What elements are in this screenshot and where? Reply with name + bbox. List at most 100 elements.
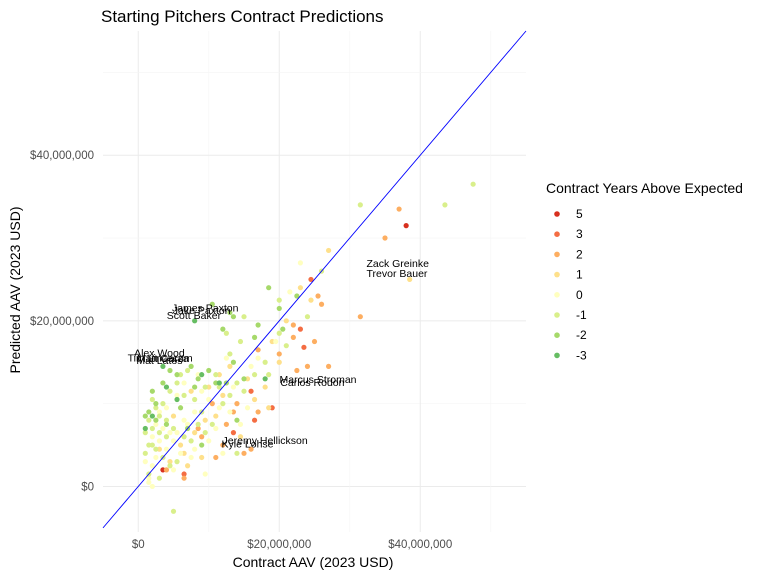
y-axis-title: Predicted AAV (2023 USD): [7, 206, 23, 373]
data-point: [262, 376, 268, 382]
data-point: [276, 351, 282, 357]
data-point: [170, 467, 177, 473]
data-point: [192, 318, 198, 324]
data-point: [156, 430, 162, 436]
data-point: [287, 289, 293, 295]
data-point: [188, 454, 194, 461]
data-point: [241, 314, 247, 320]
y-tick-label: $20,000,000: [30, 316, 94, 328]
point-label: Mat Latos: [136, 355, 182, 367]
data-point: [181, 475, 187, 481]
data-point: [149, 388, 155, 394]
data-point: [202, 384, 208, 390]
point-label: Jeremy Hellickson: [223, 435, 308, 447]
data-point: [283, 318, 289, 324]
legend-label: 1: [576, 268, 583, 282]
point-label: Kyle Lohse: [222, 438, 274, 450]
data-point: [294, 293, 300, 299]
data-point: [149, 483, 155, 490]
data-point: [163, 467, 170, 473]
data-point: [163, 417, 170, 423]
data-point: [199, 388, 205, 394]
data-point: [251, 417, 258, 423]
data-point: [213, 372, 219, 378]
data-point: [315, 293, 321, 299]
data-point: [188, 438, 194, 444]
legend: Contract Years Above Expected 5 3 2 1 0 -1 -2 -…: [546, 180, 743, 362]
data-point: [206, 438, 212, 444]
data-point: [216, 384, 222, 390]
data-point: [234, 401, 240, 407]
data-point: [230, 384, 237, 390]
data-point: [213, 413, 219, 419]
data-point: [227, 351, 233, 357]
data-point: [213, 454, 219, 461]
data-point: [251, 334, 258, 340]
data-point: [199, 442, 205, 448]
y-axis-ticks: $0 $20,000,000 $40,000,000: [30, 150, 94, 493]
data-point: [170, 413, 177, 419]
data-point: [156, 475, 162, 481]
data-point: [209, 401, 215, 407]
data-point: [142, 459, 148, 465]
legend-swatch: [554, 211, 560, 217]
data-point: [403, 223, 409, 229]
data-point: [290, 322, 296, 328]
data-point: [195, 425, 201, 432]
data-point: [311, 338, 318, 345]
data-point: [216, 405, 222, 411]
data-point: [177, 405, 184, 411]
data-point: [248, 388, 254, 394]
data-point: [209, 301, 215, 307]
data-point: [163, 384, 170, 390]
data-point: [185, 421, 191, 427]
data-point: [237, 421, 244, 427]
x-axis-title: Contract AAV (2023 USD): [233, 554, 394, 570]
data-point: [244, 405, 251, 411]
data-point: [251, 396, 258, 403]
legend-label: 5: [576, 207, 583, 221]
data-point: [266, 285, 272, 291]
data-point: [192, 409, 198, 415]
x-tick-label: $40,000,000: [388, 539, 452, 551]
data-point: [280, 326, 286, 332]
data-point: [192, 430, 198, 436]
data-point: [174, 459, 180, 465]
data-point: [174, 430, 180, 436]
legend-items: 5 3 2 1 0 -1 -2 -3: [554, 207, 587, 362]
legend-swatch: [554, 332, 560, 339]
data-point: [297, 260, 303, 266]
data-point: [223, 355, 229, 361]
data-point: [153, 405, 159, 411]
data-point: [230, 359, 237, 365]
data-point: [241, 450, 247, 456]
data-point: [174, 372, 180, 378]
data-point: [255, 409, 261, 415]
data-point: [276, 359, 282, 365]
point-label: Marcus Stroman: [280, 374, 357, 386]
point-label: Jake Paxton: [173, 305, 231, 317]
data-point: [220, 326, 226, 332]
data-point: [192, 396, 198, 403]
data-point: [153, 446, 159, 452]
data-point: [206, 367, 212, 374]
x-axis-ticks: $0 $20,000,000 $40,000,000: [132, 539, 452, 551]
data-point: [230, 314, 237, 320]
data-point: [170, 425, 177, 432]
data-point: [304, 363, 311, 369]
legend-label: -2: [576, 328, 587, 342]
data-point: [255, 355, 261, 361]
data-point: [181, 434, 187, 440]
point-label: Trevor Bauer: [367, 268, 428, 280]
data-point: [149, 463, 155, 469]
data-point: [156, 413, 162, 419]
data-point: [220, 401, 226, 407]
data-point: [223, 421, 229, 427]
data-point: [153, 421, 159, 427]
data-point: [202, 471, 208, 477]
data-point: [149, 413, 155, 419]
data-point: [216, 380, 222, 386]
data-point: [156, 438, 162, 444]
